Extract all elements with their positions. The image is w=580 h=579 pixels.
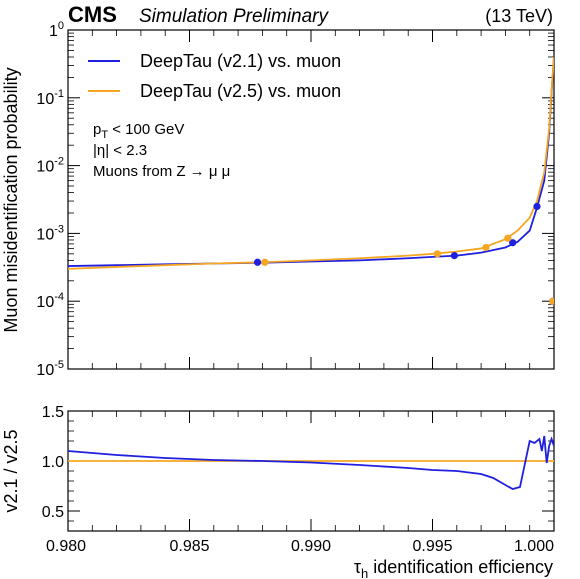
legend: DeepTau (v2.1) vs. muon DeepTau (v2.5) v… <box>88 51 341 101</box>
working-point-marker-v25 <box>261 258 269 266</box>
main-y-tick-label: 10-2 <box>36 156 64 176</box>
status-label: Simulation Preliminary <box>139 6 330 27</box>
ratio-y-tick-label: 1.0 <box>42 454 64 471</box>
working-point-marker-v25 <box>504 234 512 242</box>
working-point-marker-v21 <box>533 202 541 211</box>
main-y-axis-label: Muon misidentification probability <box>1 67 21 332</box>
main-y-tick-label: 10-5 <box>36 359 64 379</box>
main-ticks: 10-5 10-4 10-3 10-2 10-1 10 <box>36 20 555 379</box>
x-tick-label: 0.980 <box>46 538 86 555</box>
annotation-eta: |η| < 2.3 <box>93 142 147 159</box>
annotation-process: Muons from Z → μ μ <box>93 163 230 180</box>
x-tick-label: 0.985 <box>169 538 209 555</box>
main-y-tick-label: 10-1 <box>36 88 64 108</box>
main-y-tick-label: 10-3 <box>36 223 64 243</box>
selection-annotations: pT < 100 GeV |η| < 2.3 Muons from Z → μ … <box>93 121 230 180</box>
working-point-marker-v21 <box>450 252 458 260</box>
annotation-pt: pT < 100 GeV <box>93 121 184 141</box>
x-tick-label: 0.990 <box>291 538 331 555</box>
series-line-v25 <box>68 56 554 270</box>
legend-label-v25: DeepTau (v2.5) vs. muon <box>140 81 341 101</box>
main-panel: 10-5 10-4 10-3 10-2 10-1 10 DeepTau (v2.1) vs… <box>1 20 555 379</box>
ratio-plot-frame <box>67 410 555 532</box>
ratio-panel: 0.980 0.985 0.990 0.995 1.000 0.5 1.0 1.5 v2.1 … <box>1 404 555 579</box>
working-point-marker-v25 <box>549 297 554 305</box>
legend-label-v21: DeepTau (v2.1) vs. muon <box>140 51 341 71</box>
ratio-ticks: 0.980 0.985 0.990 0.995 1.000 0.5 1.0 1.5 <box>42 404 555 555</box>
working-point-marker-v21 <box>253 258 262 266</box>
working-point-marker-v25 <box>482 243 490 252</box>
ratio-y-axis-label: v2.1 / v2.5 <box>1 429 21 512</box>
x-axis-label: τh identification efficiency <box>354 557 553 579</box>
x-tick-label: 0.995 <box>412 538 452 555</box>
ratio-y-tick-label: 0.5 <box>42 504 64 521</box>
main-markers <box>253 202 554 305</box>
main-y-tick-label: 10 <box>49 20 64 40</box>
working-point-marker-v25 <box>433 250 441 258</box>
energy-label: (13 TeV) <box>485 6 553 26</box>
x-tick-label: 1.000 <box>514 538 554 555</box>
ratio-series <box>68 435 554 490</box>
cms-label: CMS <box>68 2 117 27</box>
main-y-tick-label: 10-4 <box>36 291 64 311</box>
working-point-marker-v21 <box>509 239 517 247</box>
ratio-y-tick-label: 1.5 <box>42 404 64 421</box>
ratio-line <box>68 435 554 490</box>
